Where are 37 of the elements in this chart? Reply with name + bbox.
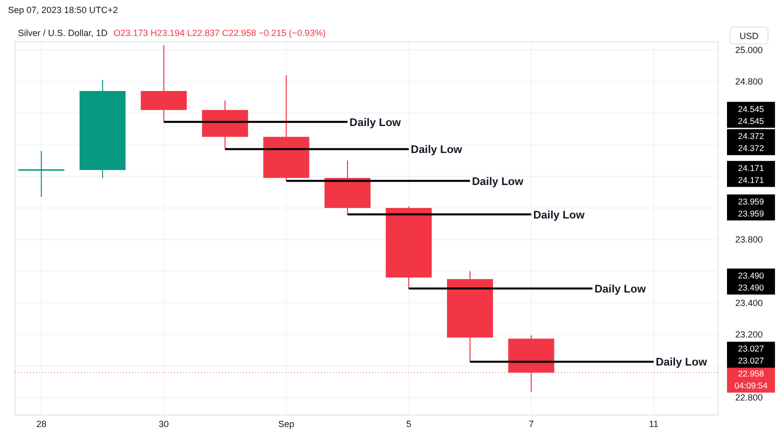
candlestick: [18, 150, 66, 198]
text: Sep 07, 2023 18:50 UTC+2: [8, 5, 118, 15]
ref-line-label: Daily Low: [350, 116, 402, 129]
ref-line-label: Daily Low: [410, 144, 463, 156]
text: 24.545: [738, 116, 764, 126]
x-tick-label: 7: [528, 419, 534, 429]
text: 24.171: [738, 162, 764, 173]
text: 23.027: [738, 344, 764, 354]
text: 23.959: [738, 208, 764, 218]
x-tick-label: 28: [36, 419, 46, 429]
y-tick-label: 23.400: [735, 298, 763, 308]
y-axis-title: USD: [739, 31, 759, 41]
ref-line-label: Daily Low: [656, 356, 708, 369]
ref-line-label: Daily Low: [594, 284, 646, 296]
text: 23.490: [738, 270, 764, 281]
text: 23.490: [738, 282, 764, 293]
text: 23.959: [738, 196, 764, 206]
text: 24.372: [738, 131, 764, 142]
x-tick-label: 11: [649, 419, 658, 429]
y-tick-label: 23.200: [735, 329, 763, 340]
text: 04:09:54: [734, 380, 768, 391]
text: 24.171: [738, 174, 764, 185]
y-tick-label: 25.000: [735, 44, 763, 55]
chart-title: Silver / U.S. Dollar, 1D: [18, 28, 108, 38]
ref-line-label: Daily Low: [533, 209, 586, 222]
x-tick-label: 5: [406, 419, 412, 429]
y-tick-label: 24.800: [735, 76, 763, 87]
text: 24.372: [738, 143, 764, 154]
text: 24.545: [738, 104, 764, 114]
ref-line-label: Daily Low: [472, 176, 524, 188]
chart-subtitle: O23.173 H23.194 L22.837 C22.958 −0.215 (−0.93%): [114, 28, 326, 38]
text: 22.958: [738, 368, 764, 379]
y-tick-label: 22.800: [735, 392, 763, 403]
y-tick-label: 23.800: [735, 234, 763, 245]
x-tick-label: Sep: [278, 419, 294, 429]
x-tick-label: 30: [158, 419, 169, 429]
text: 23.027: [738, 356, 764, 366]
